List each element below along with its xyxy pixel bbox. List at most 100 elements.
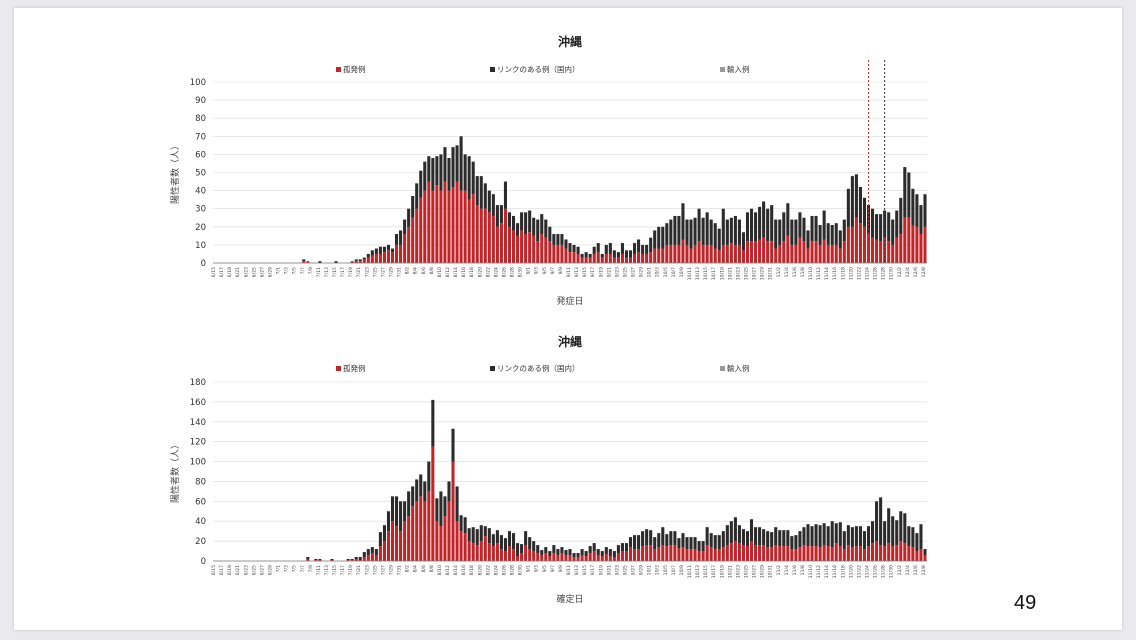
- bar-sporadic: [306, 261, 310, 263]
- bar-sporadic: [737, 543, 741, 561]
- y-tick-label: 160: [190, 398, 206, 408]
- x-tick-label: 7/27: [380, 267, 386, 277]
- bar-sporadic: [770, 547, 774, 561]
- x-tick-label: 7/17: [340, 565, 346, 575]
- x-tick-label: 9/3: [534, 565, 540, 572]
- bar-linked: [483, 183, 487, 209]
- bar-linked: [511, 533, 516, 550]
- bar-sporadic: [826, 546, 830, 561]
- bar-sporadic: [362, 259, 366, 263]
- bar-linked: [770, 205, 774, 242]
- bar-linked: [600, 253, 604, 258]
- bar-linked: [810, 215, 814, 242]
- y-tick-label: 100: [190, 78, 206, 88]
- x-tick-label: 6/21: [235, 267, 241, 277]
- y-tick-label: 20: [195, 537, 206, 547]
- y-tick-label: 120: [190, 438, 206, 448]
- bar-sporadic: [378, 546, 382, 561]
- bar-linked: [923, 194, 927, 227]
- y-tick-label: 140: [190, 418, 206, 428]
- bar-sporadic: [633, 253, 637, 263]
- bar-linked: [633, 535, 637, 550]
- legend-label-0: 孤発例: [343, 363, 366, 373]
- bar-sporadic: [382, 541, 386, 561]
- bar-linked: [786, 530, 790, 547]
- bar-sporadic: [350, 560, 354, 561]
- bar-sporadic: [677, 548, 681, 561]
- bar-linked: [677, 538, 681, 549]
- bar-sporadic: [612, 257, 616, 263]
- bar-linked: [540, 214, 544, 235]
- x-tick-label: 10/23: [735, 565, 741, 578]
- bar-linked: [766, 531, 770, 548]
- x-tick-label: 11/6: [792, 565, 798, 575]
- x-tick-label: 10/21: [727, 267, 733, 280]
- bar-linked: [701, 217, 705, 245]
- bar-sporadic: [608, 253, 612, 263]
- bar-sporadic: [608, 556, 612, 561]
- x-tick-label: 11/20: [848, 267, 854, 280]
- bar-linked: [495, 530, 499, 544]
- bar-linked: [447, 481, 451, 502]
- bar-linked: [866, 526, 871, 547]
- bar-sporadic: [749, 541, 754, 561]
- bar-sporadic: [495, 543, 499, 561]
- bar-linked: [306, 557, 310, 560]
- x-tick-label: 8/24: [493, 267, 499, 277]
- x-tick-label: 12/2: [897, 267, 903, 277]
- bar-sporadic: [729, 543, 733, 561]
- bar-sporadic: [411, 217, 415, 263]
- x-tick-label: 10/25: [743, 267, 749, 280]
- x-tick-label: 8/20: [477, 565, 483, 575]
- bar-sporadic: [899, 234, 903, 263]
- bar-linked: [834, 523, 838, 544]
- x-tick-label: 9/15: [582, 565, 588, 575]
- bar-linked: [576, 246, 580, 254]
- bar-sporadic: [580, 257, 584, 263]
- bar-linked: [653, 537, 657, 550]
- x-tick-label: 10/9: [679, 267, 685, 277]
- x-tick-label: 10/9: [679, 565, 685, 575]
- bar-linked: [806, 524, 810, 547]
- bar-linked: [725, 525, 729, 546]
- bar-sporadic: [382, 252, 386, 263]
- bar-linked: [451, 428, 455, 462]
- bar-linked: [620, 243, 624, 254]
- x-tick-label: 7/19: [348, 565, 354, 575]
- bar-linked: [838, 230, 842, 249]
- bar-sporadic: [459, 531, 463, 561]
- bar-linked: [737, 525, 741, 544]
- bar-sporadic: [588, 553, 592, 561]
- bar-linked: [511, 215, 516, 231]
- bar-sporadic: [487, 543, 491, 561]
- bar-linked: [709, 219, 713, 245]
- bar-linked: [552, 545, 556, 554]
- bar-linked: [475, 529, 479, 546]
- bar-linked: [568, 243, 572, 253]
- x-tick-label: 10/27: [752, 565, 758, 578]
- bar-linked: [390, 248, 395, 253]
- bar-linked: [818, 224, 822, 245]
- bar-sporadic: [778, 244, 782, 263]
- x-tick-label: 9/11: [566, 267, 572, 277]
- bar-sporadic: [745, 241, 750, 263]
- legend-label-0: 孤発例: [343, 64, 366, 74]
- bar-sporadic: [810, 546, 814, 561]
- bar-linked: [689, 219, 693, 249]
- legend-label-2: 輸入例: [727, 363, 750, 373]
- x-tick-label: 8/14: [453, 565, 459, 575]
- bar-linked: [689, 537, 693, 550]
- bar-sporadic: [665, 546, 669, 561]
- bar-linked: [608, 549, 612, 557]
- bar-sporadic: [834, 244, 838, 263]
- bar-linked: [608, 243, 612, 254]
- bar-linked: [794, 535, 798, 550]
- x-tick-label: 7/21: [356, 267, 362, 277]
- bar-sporadic: [858, 223, 862, 263]
- bar-sporadic: [447, 501, 451, 561]
- x-tick-label: 11/28: [881, 267, 887, 280]
- bar-sporadic: [665, 244, 669, 263]
- bar-linked: [548, 226, 552, 242]
- bar-sporadic: [564, 555, 568, 561]
- bar-linked: [596, 243, 600, 253]
